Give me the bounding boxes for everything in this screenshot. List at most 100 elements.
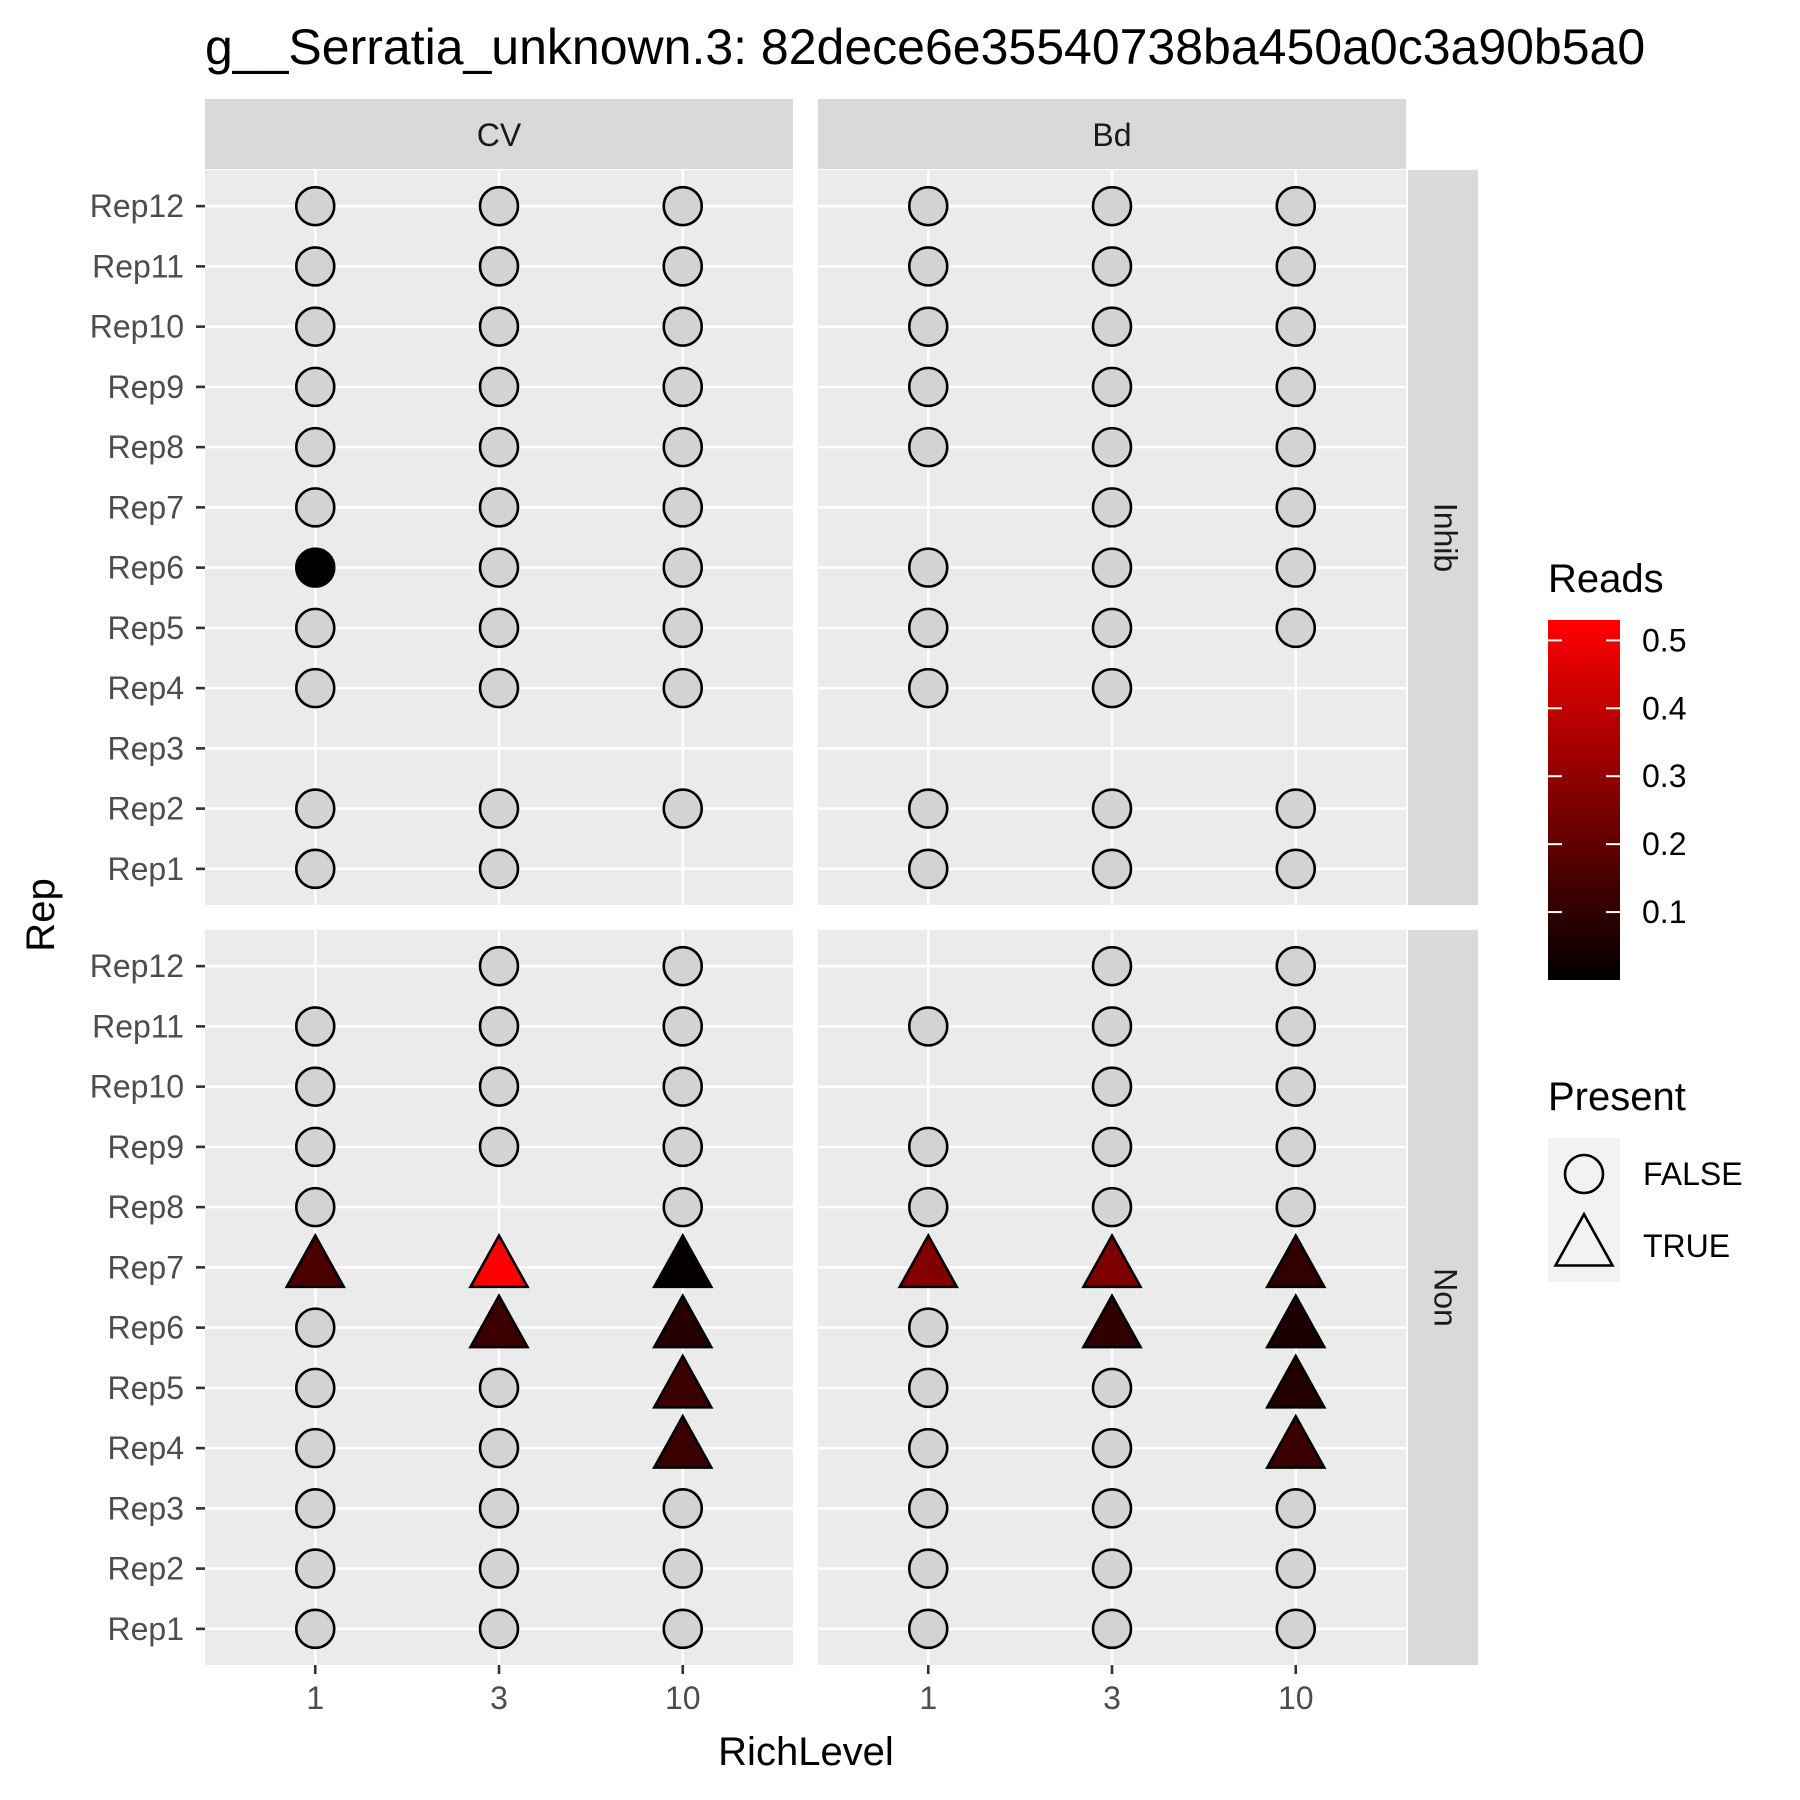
point-circle — [1275, 945, 1317, 987]
points-Bd-Inhib — [907, 185, 1317, 890]
point-circle — [907, 667, 949, 709]
point-circle — [478, 945, 520, 987]
point-circle — [478, 1427, 520, 1469]
point-triangle — [897, 1232, 959, 1289]
point-circle — [294, 1126, 336, 1168]
point-triangle — [1265, 1353, 1327, 1409]
shape-legend-title: Present — [1548, 1075, 1686, 1119]
point-triangle — [652, 1293, 714, 1349]
y-tick-label: Rep5 — [108, 1370, 185, 1406]
point-circle — [294, 185, 336, 227]
y-tick-label: Rep9 — [108, 369, 185, 405]
point-triangle — [652, 1232, 714, 1289]
point-circle — [294, 1367, 336, 1409]
y-axis-label: Rep — [19, 878, 63, 951]
point-circle — [478, 1066, 520, 1107]
y-tick-label: Rep12 — [90, 948, 184, 984]
x-axis-label: RichLevel — [718, 1730, 894, 1774]
shape-legend-label: FALSE — [1643, 1156, 1743, 1192]
point-circle — [907, 246, 949, 287]
point-circle — [294, 547, 336, 588]
point-circle — [1275, 788, 1317, 829]
point-circle — [294, 1186, 336, 1228]
point-circle — [294, 1006, 336, 1047]
point-circle — [662, 1608, 704, 1650]
point-circle — [662, 246, 704, 287]
y-tick-label: Rep1 — [108, 1611, 185, 1647]
point-circle — [478, 547, 520, 588]
shape-legend-key — [1548, 1210, 1620, 1282]
strip-label-CV: CV — [477, 117, 522, 153]
strip-Non — [1408, 930, 1478, 1665]
point-triangle — [652, 1353, 714, 1409]
y-tick-label: Rep1 — [108, 851, 185, 887]
y-tick-label: Rep7 — [108, 1249, 185, 1285]
point-circle — [1275, 487, 1317, 528]
shape-legend-circle — [1563, 1153, 1605, 1195]
point-circle — [478, 1006, 520, 1047]
point-circle — [662, 788, 704, 829]
x-tick-label: 1 — [306, 1680, 324, 1716]
point-circle — [907, 1126, 949, 1168]
point-circle — [907, 607, 949, 649]
point-circle — [662, 1066, 704, 1107]
point-circle — [1091, 426, 1133, 468]
point-circle — [662, 1548, 704, 1589]
point-circle — [1091, 487, 1133, 528]
point-circle — [662, 1488, 704, 1529]
point-circle — [294, 1608, 336, 1650]
point-circle — [1091, 306, 1133, 347]
point-circle — [662, 306, 704, 347]
point-circle — [1275, 547, 1317, 588]
point-circle — [1275, 1488, 1317, 1529]
point-circle — [662, 366, 704, 408]
point-circle — [294, 848, 336, 890]
point-circle — [1275, 1066, 1317, 1107]
point-circle — [1275, 1186, 1317, 1228]
point-circle — [907, 1548, 949, 1589]
point-circle — [907, 1427, 949, 1469]
point-circle — [294, 306, 336, 347]
point-circle — [1091, 1548, 1133, 1589]
point-circle — [1091, 185, 1133, 227]
strip-label-Non: Non — [1428, 1268, 1464, 1327]
point-triangle — [652, 1413, 714, 1469]
color-legend-label: 0.1 — [1642, 894, 1686, 930]
point-circle — [294, 607, 336, 649]
point-circle — [294, 1066, 336, 1107]
point-circle — [907, 788, 949, 829]
point-circle — [907, 366, 949, 408]
point-triangle — [1265, 1232, 1327, 1289]
point-circle — [662, 547, 704, 588]
point-circle — [478, 185, 520, 227]
point-triangle — [1265, 1293, 1327, 1349]
point-circle — [478, 487, 520, 528]
y-tick-label: Rep4 — [108, 1430, 185, 1466]
y-tick-label: Rep8 — [108, 429, 185, 465]
point-circle — [662, 487, 704, 528]
point-circle — [662, 185, 704, 227]
y-tick-label: Rep3 — [108, 1490, 185, 1526]
point-circle — [294, 788, 336, 829]
color-legend-bar — [1548, 620, 1620, 980]
y-tick-label: Rep4 — [108, 670, 185, 706]
point-circle — [907, 1608, 949, 1650]
point-circle — [1275, 607, 1317, 649]
point-circle — [1091, 1066, 1133, 1107]
point-circle — [1091, 1488, 1133, 1529]
point-circle — [1091, 1006, 1133, 1047]
y-tick-label: Rep11 — [92, 1008, 184, 1044]
facet-panels: CV Bd Inhib Non Rep1 Rep2 Rep3 Rep4 Rep5 Rep6 Rep7… — [90, 99, 1478, 1716]
point-circle — [1275, 1608, 1317, 1650]
point-circle — [1275, 366, 1317, 408]
point-circle — [1275, 1548, 1317, 1589]
point-circle — [1275, 848, 1317, 890]
point-circle — [478, 246, 520, 287]
point-circle — [478, 1126, 520, 1168]
point-circle — [1091, 788, 1133, 829]
points-CV-Non — [284, 945, 714, 1650]
point-circle — [294, 1488, 336, 1529]
point-circle — [1091, 1367, 1133, 1409]
point-circle — [478, 667, 520, 709]
point-circle — [907, 185, 949, 227]
